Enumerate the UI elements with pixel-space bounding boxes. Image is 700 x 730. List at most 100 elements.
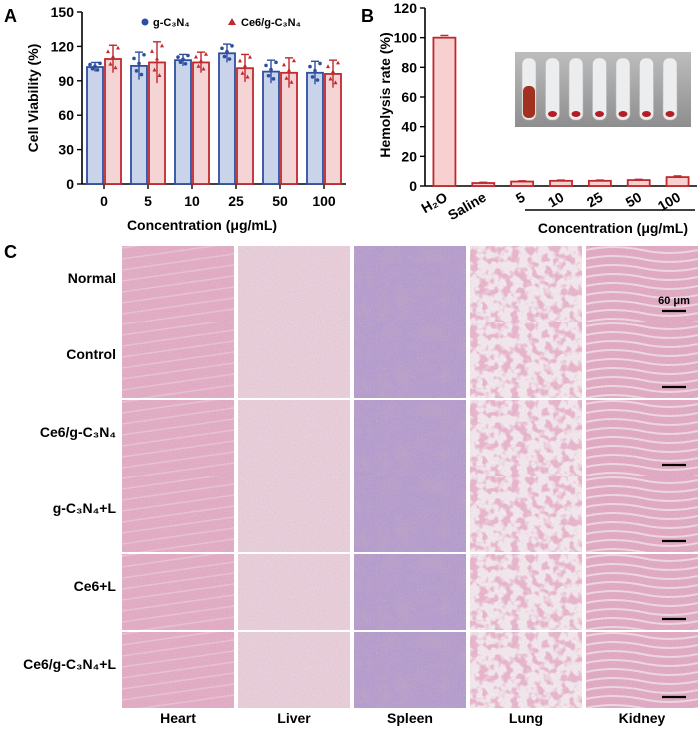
histology-image-lung [470, 476, 582, 552]
histology-image-heart [122, 554, 234, 630]
histology-image-heart [122, 400, 234, 476]
histology-row-label: Control [66, 346, 116, 362]
data-point [222, 54, 227, 59]
legend-marker-g-c3n4 [141, 18, 149, 26]
tube-rbc-pellet [571, 111, 581, 117]
histology-image-heart [122, 322, 234, 398]
bar-g-c3n4 [306, 71, 324, 185]
data-point [287, 67, 291, 72]
y-tick-label-b: 0 [409, 178, 417, 194]
data-point [282, 62, 286, 67]
data-point [183, 61, 188, 66]
y-tick-label-a: 150 [51, 4, 75, 20]
hemolysis-tube-photo [515, 52, 691, 127]
x-tick-label-b: 10 [545, 189, 567, 211]
tube-rbc-pellet [595, 111, 604, 117]
y-tick-label-b: 80 [401, 59, 417, 75]
data-point [196, 63, 201, 68]
histology-image-liver [238, 322, 350, 398]
data-point [181, 57, 185, 61]
y-tick-label-a: 30 [58, 142, 74, 158]
histology-image-spleen [354, 554, 466, 630]
histology-column-label: Kidney [618, 710, 666, 726]
panel-label-c: C [4, 242, 17, 262]
data-point [88, 62, 92, 67]
data-point [93, 64, 97, 69]
legend-label-g-c3n4: g-C₃N₄ [153, 17, 190, 29]
cell-viability-chart: A Cell Viability (%) Concentration (μg/m… [4, 4, 346, 233]
data-point [336, 60, 340, 65]
tube [615, 57, 631, 121]
data-point [142, 52, 146, 57]
y-tick-label-a: 60 [58, 107, 74, 123]
histology-image-kidney: 60 μm [586, 246, 698, 322]
x-tick-label-b: 50 [623, 189, 645, 211]
histology-image-spleen [354, 322, 466, 398]
tube [639, 57, 654, 121]
data-point [111, 54, 115, 59]
panel-label-a: A [4, 6, 17, 26]
data-point [152, 67, 157, 72]
legend-a: g-C₃N₄ Ce6/g-C₃N₄ [141, 17, 301, 29]
bar-hemolysis [626, 179, 651, 187]
y-axis-label-a: Cell Viability (%) [25, 44, 41, 153]
histology-image-kidney [586, 400, 698, 476]
histology-column-label: Heart [160, 710, 196, 726]
x-tick-label-b: Saline [445, 189, 489, 224]
data-point [310, 75, 315, 79]
x-tick-label-a: 0 [100, 193, 108, 209]
data-point [204, 51, 208, 56]
bar-g-c3n4 [262, 70, 280, 185]
histology-row-label: Normal [67, 270, 116, 286]
data-point [243, 63, 247, 68]
concentration-group-label: Concentration (μg/mL) [538, 220, 688, 236]
y-tick-label-a: 90 [58, 73, 74, 89]
data-point [292, 58, 296, 63]
data-point [106, 49, 110, 54]
data-point [266, 73, 271, 78]
data-point [95, 68, 100, 72]
data-point [201, 66, 206, 71]
data-point [264, 63, 268, 68]
data-point [284, 75, 289, 80]
data-point [269, 67, 273, 72]
x-tick-label-a: 5 [144, 193, 152, 209]
data-point [160, 43, 164, 48]
data-point [271, 77, 276, 81]
tube-rbc-pellet [642, 111, 651, 117]
y-tick-label-b: 100 [394, 30, 418, 46]
y-axis-label-b: Hemolysis rate (%) [377, 32, 393, 157]
data-point [155, 56, 159, 61]
x-tick-label-b: H₂O [418, 189, 450, 217]
data-point [333, 80, 338, 85]
legend-marker-ce6-g-c3n4 [228, 18, 236, 25]
data-point [318, 61, 322, 66]
data-point [326, 64, 330, 69]
data-point [227, 57, 232, 61]
x-tick-label-b: 5 [513, 189, 528, 207]
bar-g-c3n4 [130, 64, 148, 185]
tube-rbc-pellet [618, 111, 628, 117]
histology-image-kidney [586, 632, 698, 708]
data-point [238, 58, 242, 63]
bar-hemolysis [665, 176, 690, 187]
bar-hemolysis [510, 180, 535, 187]
data-point [230, 44, 234, 48]
data-point [220, 46, 224, 51]
data-point [176, 55, 180, 59]
histology-image-lung [470, 322, 582, 398]
histology-image-liver [238, 476, 350, 552]
tube-rbc-pellet [665, 111, 675, 117]
bar-g-c3n4 [174, 59, 192, 185]
data-point [248, 54, 252, 59]
data-point [328, 76, 333, 81]
data-point [245, 74, 250, 79]
y-tick-label-b: 20 [401, 148, 417, 164]
tube-rbc-pellet [548, 111, 557, 117]
data-point [315, 78, 320, 82]
data-point [90, 66, 95, 71]
histology-image-spleen [354, 476, 466, 552]
bar-ce6-g-c3n4 [192, 61, 210, 185]
histology-image-lung [470, 400, 582, 476]
data-point [274, 60, 278, 65]
